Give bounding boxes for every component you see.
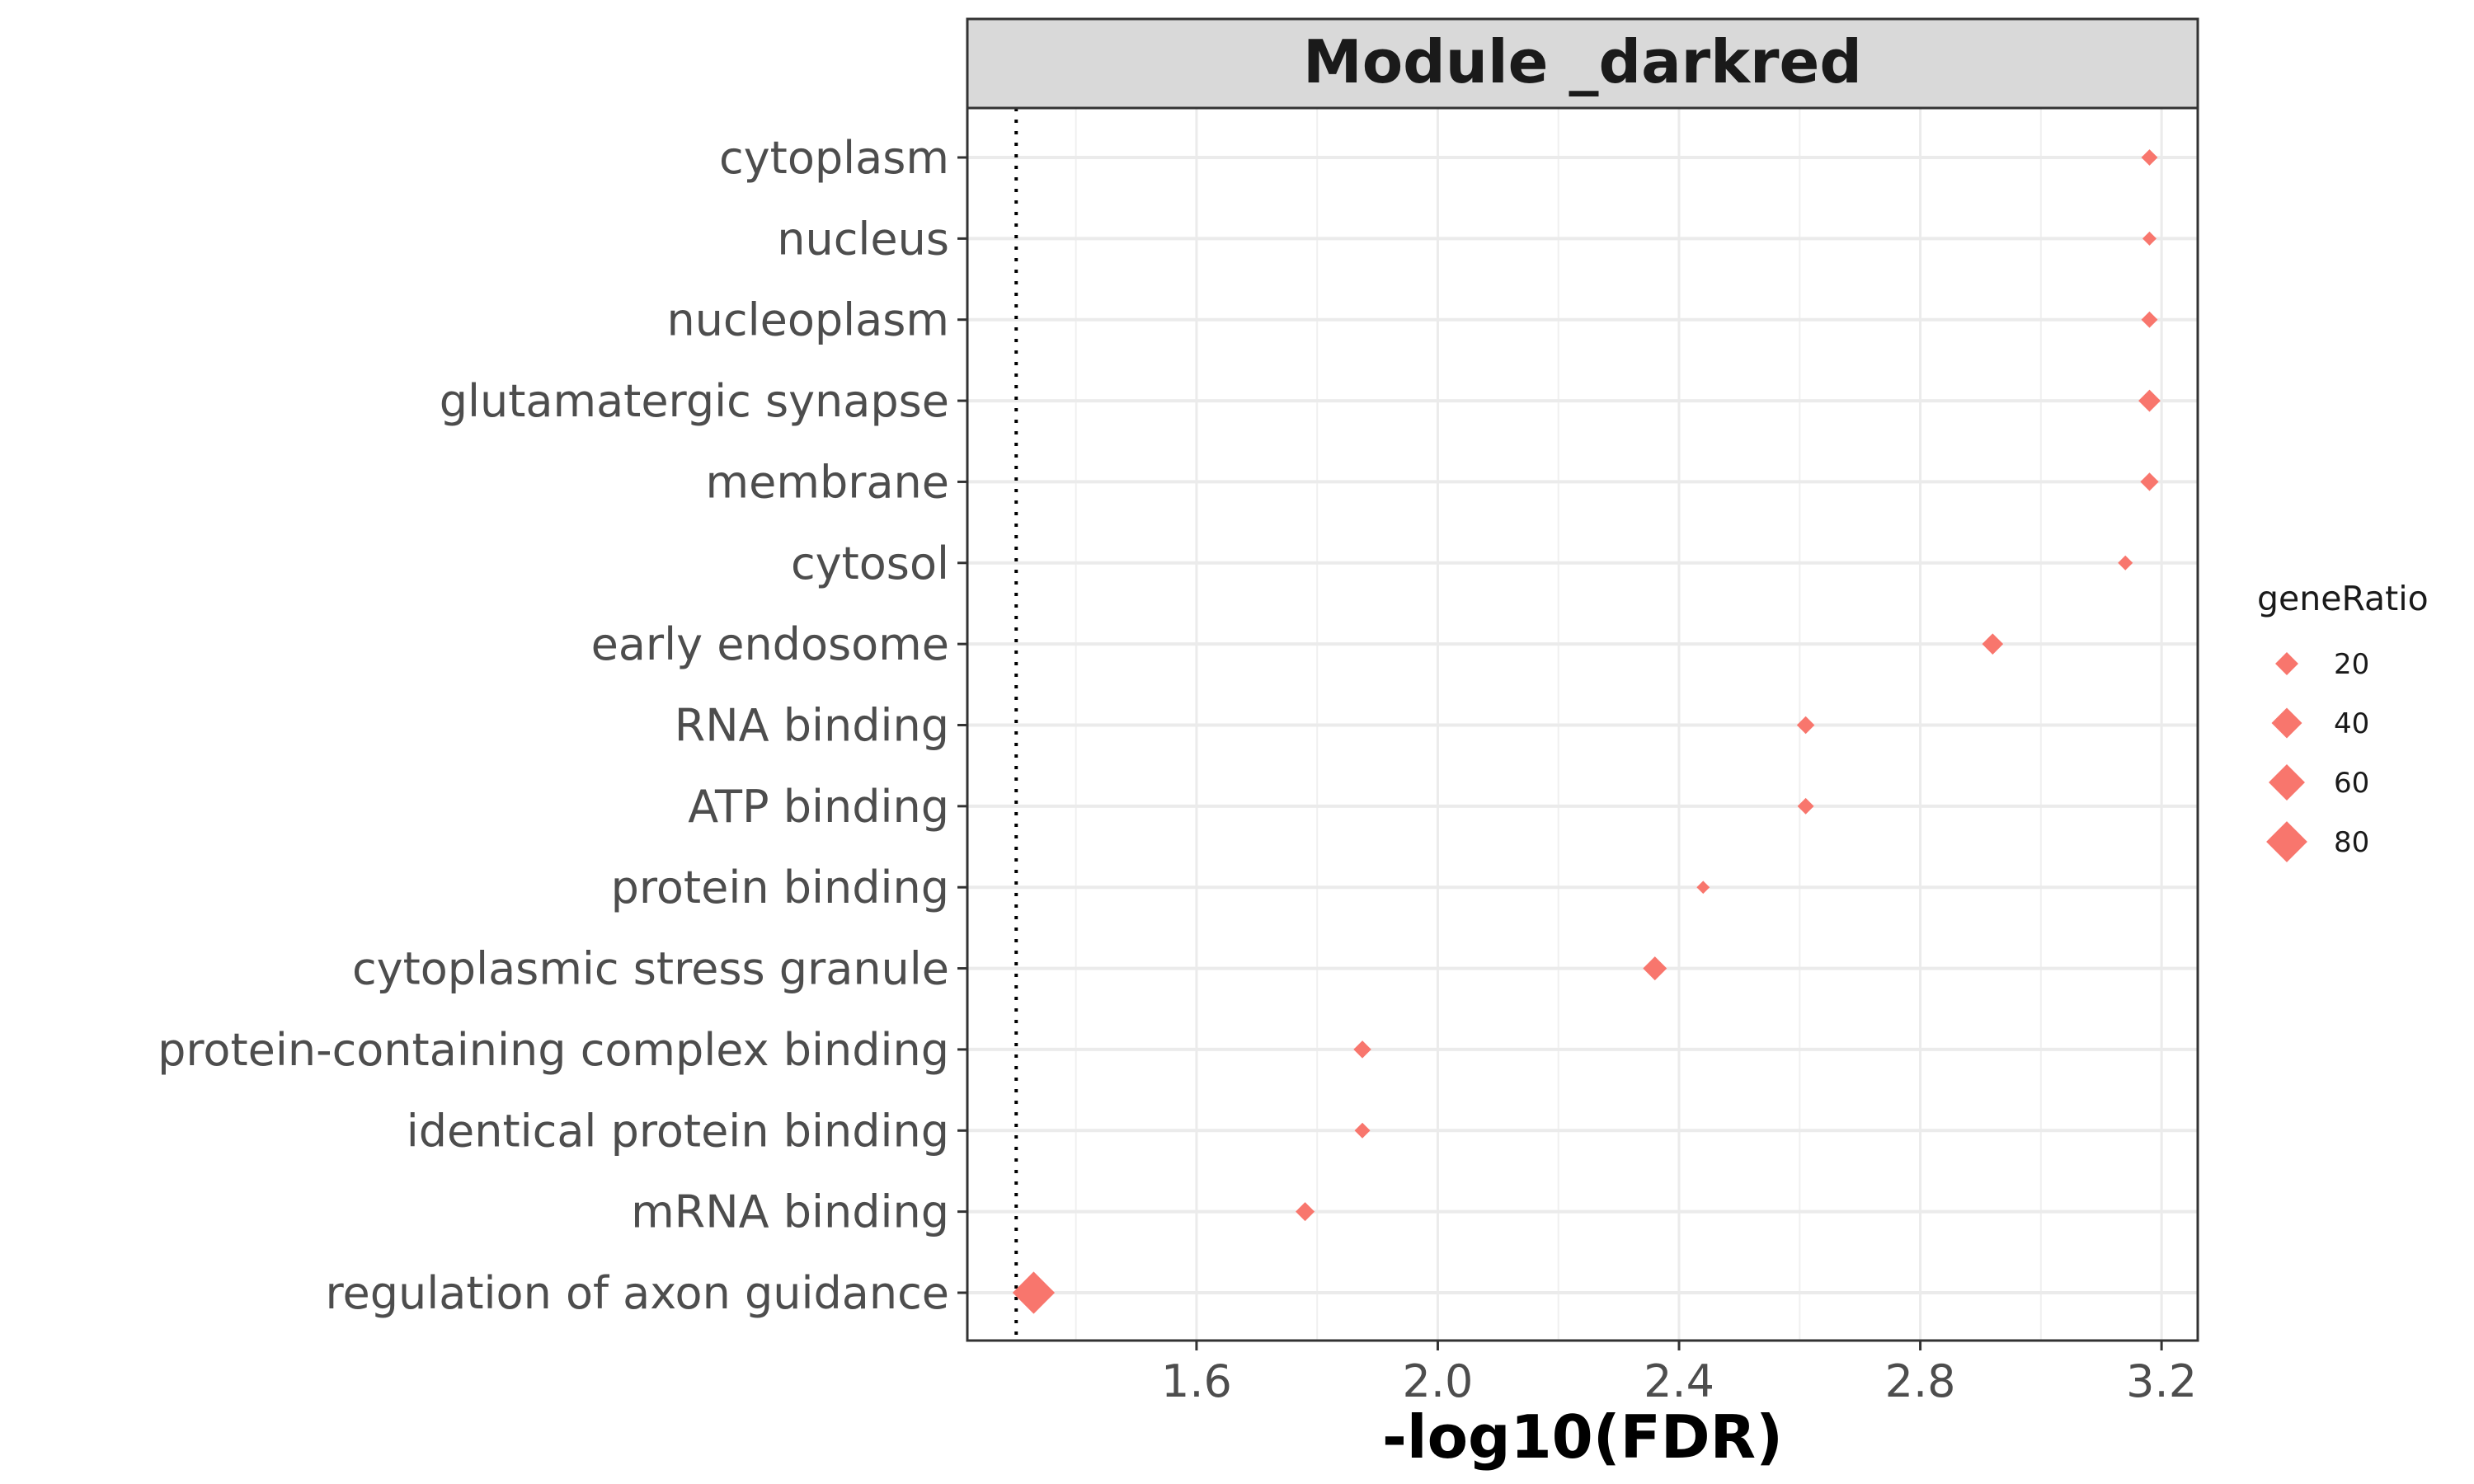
chart-title: Module _darkred [1303,27,1862,96]
legend: geneRatio 20 40 60 80 [2257,579,2429,862]
category-label: protein binding [611,862,949,913]
data-point [1354,1122,1371,1139]
x-tick-label: 2.8 [1885,1355,1956,1407]
x-axis-ticks: 1.6 2.0 2.4 2.8 3.2 [1161,1341,2197,1407]
legend-key [2266,821,2307,862]
data-point [1797,797,1814,815]
data-point [1796,716,1815,735]
category-label: cytoplasm [719,132,949,184]
data-point [2138,389,2161,412]
legend-label: 20 [2334,648,2369,681]
category-labels: cytoplasm nucleus nucleoplasm glutamatergic… [158,132,967,1319]
category-label: identical protein binding [407,1105,949,1157]
category-label: nucleus [777,213,949,265]
x-tick-label: 2.4 [1644,1355,1714,1407]
data-points [1012,149,2161,1314]
strip-background [966,17,2199,110]
data-point [2141,149,2158,166]
legend-key [2269,764,2305,801]
x-tick-label: 2.0 [1403,1355,1474,1407]
data-point [2142,231,2157,246]
data-point [2118,555,2133,571]
x-tick-label: 3.2 [2126,1355,2197,1407]
category-label: ATP binding [688,781,949,833]
legend-label: 80 [2334,826,2369,859]
category-label: cytosol [791,538,949,589]
x-tick-label: 1.6 [1161,1355,1232,1407]
legend-label: 40 [2334,707,2369,740]
category-label: glutamatergic synapse [440,375,949,427]
category-label: RNA binding [675,700,949,752]
legend-title: geneRatio [2257,579,2429,618]
data-point [1296,1202,1315,1222]
data-point [1982,633,2004,655]
category-label: early endosome [591,618,949,670]
category-label: regulation of axon guidance [326,1267,949,1319]
legend-key [2275,652,2298,675]
data-point [1643,956,1667,981]
data-point [2141,311,2158,328]
category-label: membrane [706,456,949,508]
x-axis-title: -log10(FDR) [1382,1402,1783,1472]
legend-label: 60 [2334,767,2369,800]
data-point [1353,1040,1371,1059]
category-label: mRNA binding [631,1186,949,1238]
category-label: cytoplasmic stress granule [352,943,949,995]
data-point [2140,472,2159,491]
category-label: nucleoplasm [666,294,949,346]
data-point [1696,881,1710,895]
grid-lines [967,108,2198,1341]
data-point [1012,1271,1056,1314]
legend-key [2271,707,2302,739]
category-label: protein-containing complex binding [158,1024,949,1076]
